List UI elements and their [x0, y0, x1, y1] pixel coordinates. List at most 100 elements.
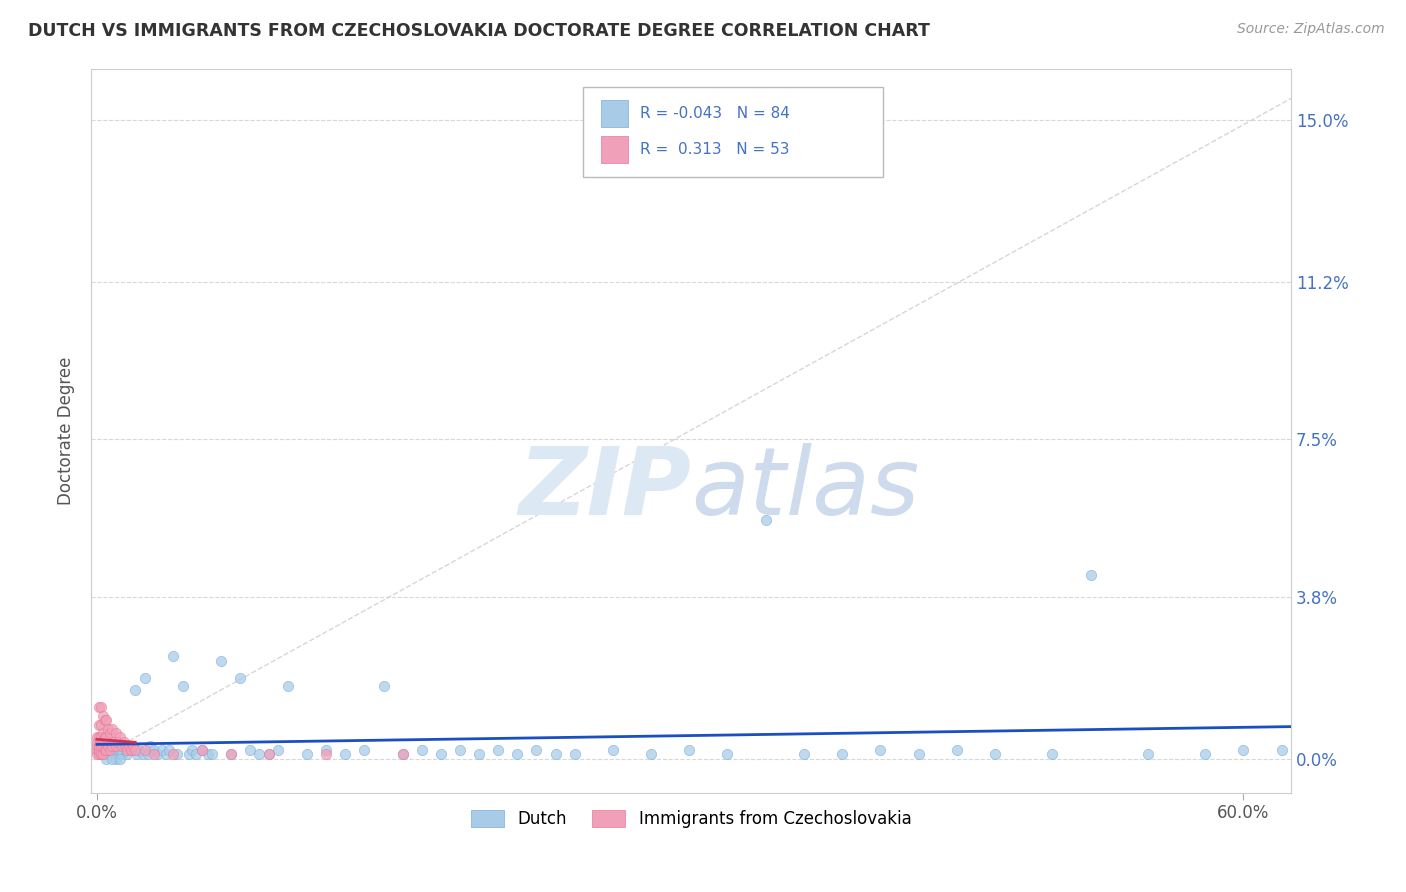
Point: [96, 731, 118, 745]
Point: [486, 743, 509, 757]
Point: [90, 731, 112, 745]
Point: [114, 739, 136, 753]
Point: [143, 743, 166, 757]
Point: [87, 747, 110, 762]
Point: [101, 722, 124, 736]
Point: [91, 747, 114, 762]
Point: [1232, 743, 1254, 757]
Point: [257, 747, 280, 762]
Point: [107, 734, 129, 748]
Text: R = -0.043   N = 84: R = -0.043 N = 84: [640, 106, 789, 121]
Point: [90, 717, 112, 731]
Text: atlas: atlas: [692, 443, 920, 534]
Point: [104, 739, 127, 753]
Point: [97, 722, 120, 736]
Point: [506, 747, 529, 762]
Point: [117, 743, 139, 757]
Point: [200, 747, 222, 762]
Point: [108, 751, 131, 765]
Point: [96, 713, 118, 727]
Point: [104, 751, 127, 765]
Point: [104, 743, 127, 757]
Point: [219, 747, 242, 762]
Point: [98, 726, 121, 740]
Point: [103, 734, 125, 748]
Point: [90, 747, 112, 762]
Point: [219, 747, 242, 762]
Point: [181, 743, 204, 757]
Point: [907, 747, 929, 762]
Point: [91, 739, 114, 753]
Point: [120, 743, 142, 757]
Point: [90, 700, 112, 714]
Point: [391, 747, 413, 762]
Point: [1040, 747, 1063, 762]
Point: [91, 709, 114, 723]
Point: [267, 743, 290, 757]
Point: [335, 747, 357, 762]
Point: [97, 743, 120, 757]
FancyBboxPatch shape: [602, 100, 627, 128]
Point: [107, 747, 129, 762]
Point: [90, 747, 112, 762]
Point: [122, 739, 145, 753]
Point: [138, 747, 160, 762]
Text: DUTCH VS IMMIGRANTS FROM CZECHOSLOVAKIA DOCTORATE DEGREE CORRELATION CHART: DUTCH VS IMMIGRANTS FROM CZECHOSLOVAKIA …: [28, 22, 929, 40]
Point: [98, 743, 121, 757]
FancyBboxPatch shape: [583, 87, 883, 178]
Point: [946, 743, 969, 757]
Point: [91, 747, 114, 762]
Point: [984, 747, 1007, 762]
Point: [177, 747, 200, 762]
Point: [1271, 743, 1294, 757]
Point: [315, 743, 337, 757]
Point: [526, 743, 548, 757]
Point: [108, 731, 131, 745]
Point: [91, 726, 114, 740]
Point: [391, 747, 413, 762]
Point: [172, 679, 194, 693]
Point: [101, 751, 124, 765]
Point: [132, 747, 155, 762]
Point: [87, 743, 110, 757]
Point: [146, 747, 169, 762]
Point: [139, 739, 162, 753]
Point: [716, 747, 738, 762]
Point: [125, 747, 148, 762]
Point: [209, 654, 232, 668]
Point: [544, 747, 567, 762]
Point: [159, 743, 181, 757]
Point: [128, 743, 150, 757]
Point: [755, 513, 778, 527]
Point: [104, 726, 127, 740]
Point: [1194, 747, 1216, 762]
Point: [191, 743, 214, 757]
Point: [87, 717, 110, 731]
Point: [90, 739, 112, 753]
Point: [564, 747, 586, 762]
Point: [124, 683, 146, 698]
Point: [257, 747, 280, 762]
Point: [86, 747, 108, 762]
Point: [112, 739, 135, 753]
Point: [111, 739, 134, 753]
Point: [124, 743, 146, 757]
Point: [229, 671, 252, 685]
Point: [411, 743, 433, 757]
Point: [150, 743, 173, 757]
FancyBboxPatch shape: [602, 136, 627, 163]
Point: [87, 700, 110, 714]
Point: [97, 739, 120, 753]
Point: [93, 743, 115, 757]
Point: [295, 747, 318, 762]
Point: [103, 747, 125, 762]
Point: [87, 731, 110, 745]
Point: [869, 743, 891, 757]
Point: [793, 747, 815, 762]
Text: ZIP: ZIP: [519, 442, 692, 534]
Point: [602, 743, 624, 757]
Point: [112, 734, 135, 748]
Point: [87, 743, 110, 757]
Point: [831, 747, 853, 762]
Text: Source: ZipAtlas.com: Source: ZipAtlas.com: [1237, 22, 1385, 37]
